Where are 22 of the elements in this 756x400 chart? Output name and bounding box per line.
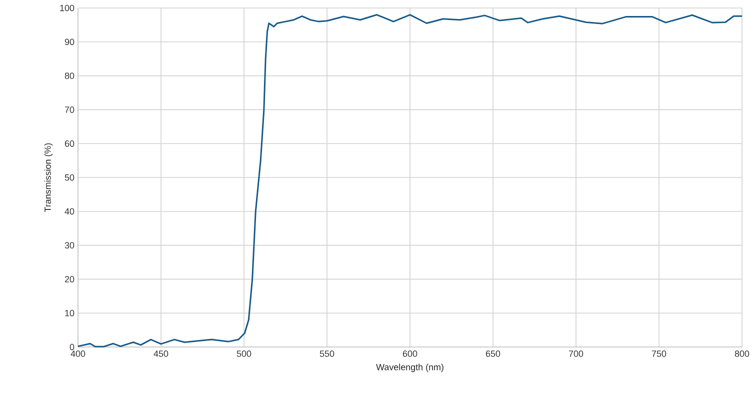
- x-tick-label: 800: [734, 350, 750, 357]
- x-tick-label: 450: [154, 350, 168, 357]
- y-tick-label: 100: [60, 4, 74, 12]
- x-tick-label: 400: [70, 350, 86, 357]
- x-tick-label: 750: [652, 350, 666, 357]
- y-axis-title: Transmission (%): [44, 143, 53, 212]
- x-tick-label: 650: [486, 350, 500, 357]
- y-tick-label: 80: [64, 72, 74, 79]
- x-tick-label: 500: [236, 350, 252, 357]
- x-tick-label: 550: [320, 350, 334, 357]
- x-tick-label: 600: [402, 350, 418, 357]
- y-tick-label: 60: [64, 140, 74, 147]
- x-tick-label: 700: [568, 350, 584, 357]
- y-tick-label: 50: [64, 174, 74, 181]
- y-tick-label: 40: [64, 208, 74, 215]
- y-tick-label: 10: [65, 310, 74, 316]
- y-tick-label: 70: [64, 106, 74, 113]
- x-axis-title: Wavelength (nm): [376, 364, 444, 372]
- y-tick-label: 0: [70, 344, 74, 350]
- y-tick-label: 90: [64, 38, 74, 46]
- y-tick-label: 30: [64, 242, 74, 248]
- y-tick-label: 20: [64, 276, 74, 282]
